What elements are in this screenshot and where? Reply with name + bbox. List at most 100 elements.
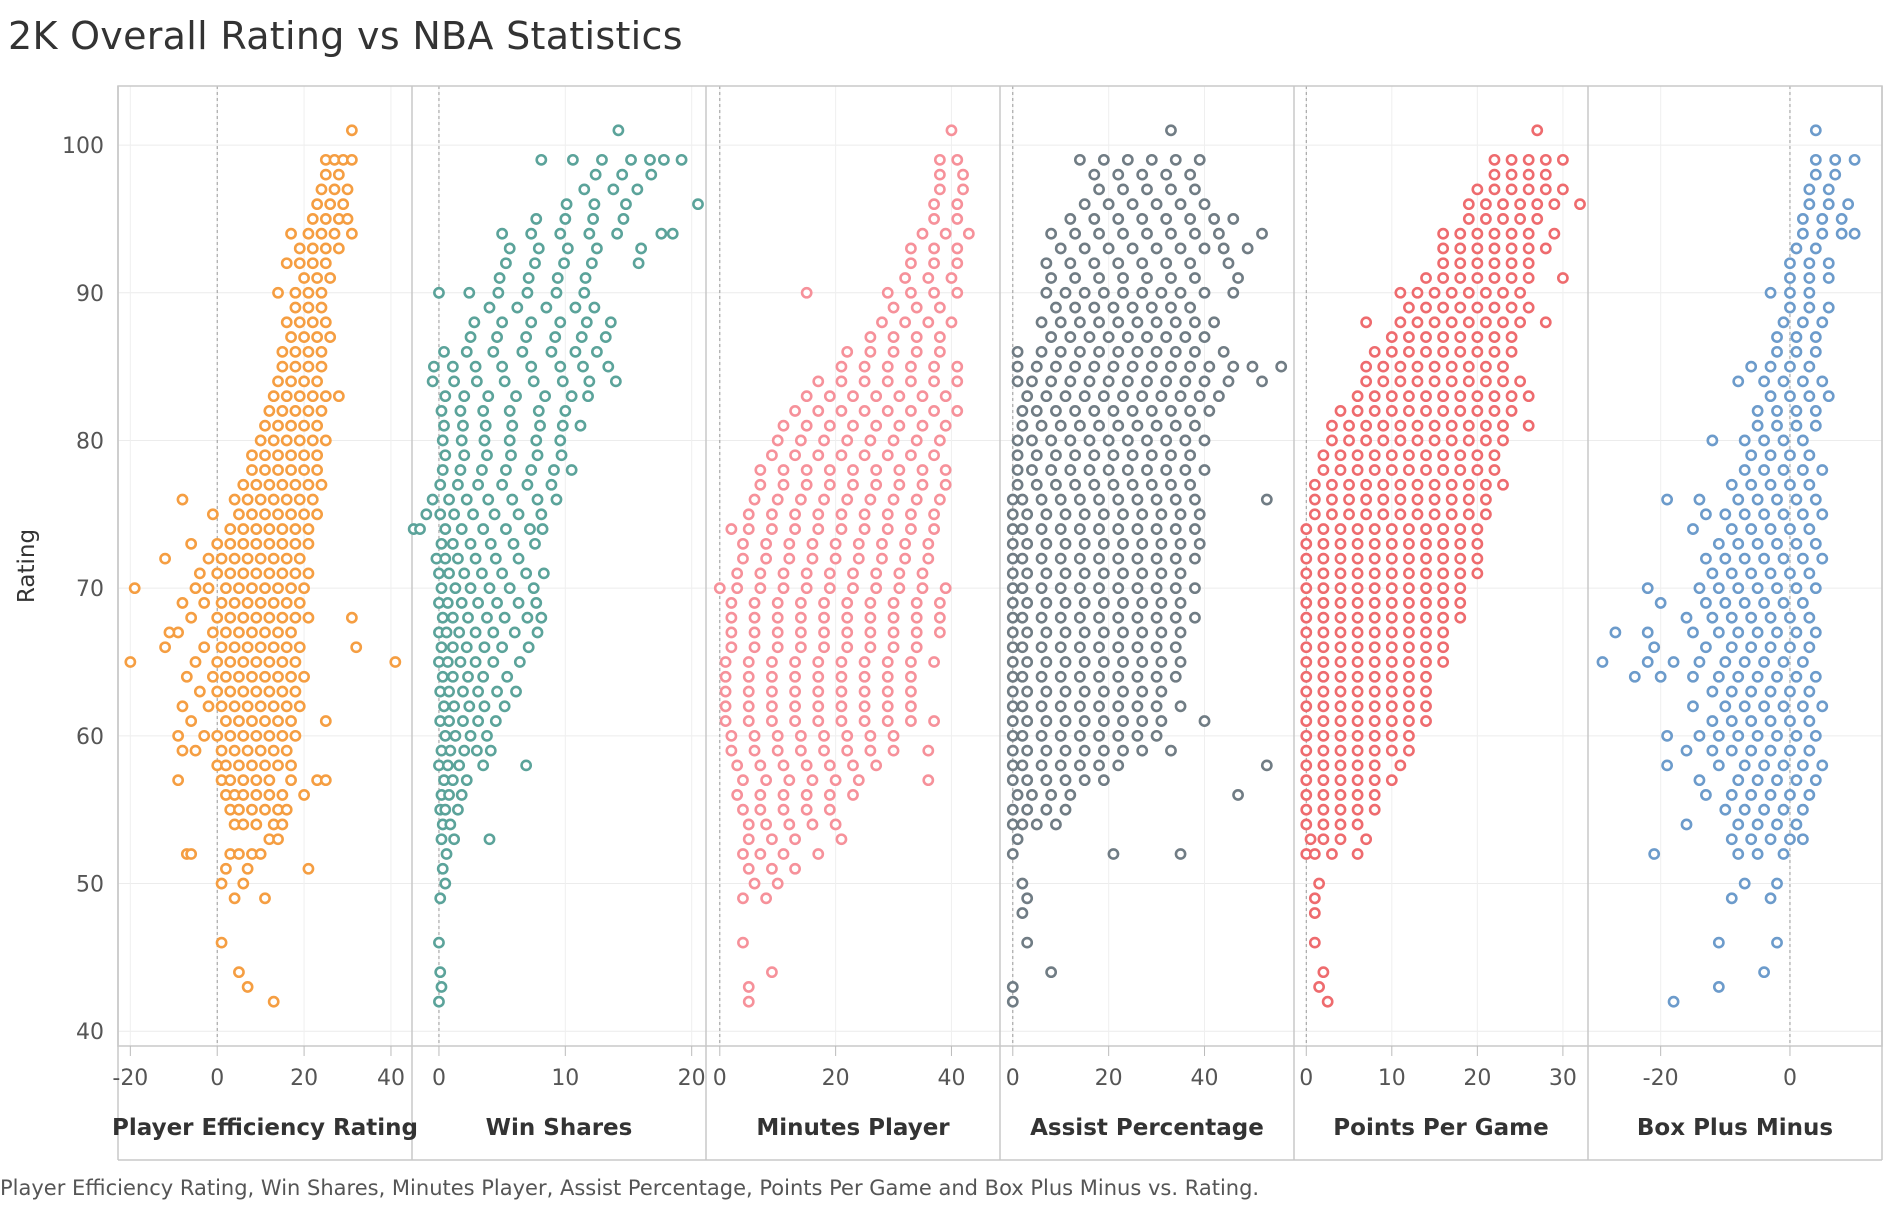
data-point bbox=[1377, 434, 1390, 447]
data-point bbox=[887, 434, 900, 447]
data-point bbox=[1693, 656, 1706, 668]
data-point bbox=[545, 478, 558, 491]
data-point bbox=[1514, 316, 1527, 329]
data-point bbox=[1107, 405, 1120, 417]
data-point bbox=[1016, 611, 1029, 624]
data-point bbox=[458, 567, 471, 580]
data-point bbox=[1368, 744, 1381, 757]
data-point bbox=[1021, 744, 1034, 757]
data-point bbox=[881, 508, 894, 521]
data-point bbox=[829, 552, 842, 565]
data-point bbox=[578, 286, 591, 299]
data-point bbox=[250, 729, 263, 742]
data-point bbox=[433, 995, 445, 1008]
data-point bbox=[881, 715, 894, 727]
data-point bbox=[1403, 597, 1415, 609]
x-tick-label: 20 bbox=[1463, 1066, 1491, 1091]
data-point bbox=[1093, 641, 1105, 654]
data-point bbox=[443, 685, 455, 698]
data-point bbox=[1514, 286, 1527, 299]
data-point bbox=[1097, 567, 1110, 580]
data-point bbox=[1313, 877, 1326, 890]
data-point bbox=[1505, 272, 1518, 284]
data-point bbox=[1758, 508, 1770, 521]
data-point bbox=[1809, 774, 1822, 787]
data-point bbox=[905, 286, 917, 299]
data-point bbox=[1777, 464, 1790, 476]
data-point bbox=[1069, 301, 1082, 314]
data-point bbox=[1745, 478, 1758, 491]
data-point bbox=[439, 803, 452, 816]
data-point bbox=[463, 700, 476, 713]
data-point bbox=[250, 685, 263, 698]
data-point bbox=[1796, 464, 1809, 476]
data-point bbox=[1784, 567, 1796, 580]
data-point bbox=[1368, 670, 1381, 683]
data-point bbox=[211, 656, 224, 668]
data-point bbox=[254, 848, 267, 860]
data-point bbox=[1102, 434, 1115, 447]
data-point bbox=[1334, 626, 1347, 639]
data-point bbox=[1574, 198, 1586, 211]
data-point bbox=[254, 434, 267, 447]
data-point bbox=[1556, 153, 1569, 166]
data-point bbox=[1189, 419, 1201, 432]
data-point bbox=[737, 892, 749, 905]
data-point bbox=[481, 449, 493, 462]
data-point bbox=[1790, 537, 1803, 550]
data-point bbox=[224, 656, 237, 668]
data-point bbox=[1326, 419, 1338, 432]
data-point bbox=[1189, 523, 1201, 535]
data-point bbox=[1462, 508, 1475, 521]
data-point bbox=[1317, 729, 1330, 742]
data-point bbox=[455, 434, 468, 447]
data-point bbox=[435, 537, 448, 550]
data-point bbox=[847, 419, 859, 432]
data-point bbox=[1016, 641, 1029, 654]
data-point bbox=[754, 759, 767, 772]
data-point bbox=[1093, 700, 1105, 713]
data-point bbox=[1150, 316, 1163, 329]
data-point bbox=[1732, 818, 1745, 831]
data-point bbox=[1803, 523, 1816, 535]
data-point bbox=[498, 611, 511, 624]
data-point bbox=[233, 759, 245, 772]
data-point bbox=[812, 656, 825, 668]
data-point bbox=[951, 405, 964, 417]
data-point bbox=[1121, 464, 1134, 476]
data-point bbox=[1136, 567, 1149, 580]
data-point bbox=[481, 729, 493, 742]
data-point bbox=[1751, 419, 1764, 432]
data-point bbox=[887, 611, 900, 624]
data-point bbox=[1006, 582, 1019, 595]
data-point bbox=[777, 789, 790, 801]
data-point bbox=[1809, 242, 1822, 255]
data-point bbox=[789, 523, 801, 535]
data-point bbox=[1136, 626, 1149, 639]
data-point bbox=[1189, 316, 1201, 329]
data-point bbox=[1758, 759, 1770, 772]
data-point bbox=[531, 626, 544, 639]
data-point bbox=[1505, 183, 1518, 196]
y-tick-label: 50 bbox=[76, 873, 104, 898]
data-point bbox=[434, 508, 447, 521]
series-box-plus-minus bbox=[1596, 124, 1861, 1008]
data-point bbox=[511, 301, 524, 314]
data-point bbox=[487, 345, 500, 358]
data-point bbox=[1437, 656, 1450, 668]
data-point bbox=[754, 567, 767, 580]
data-point bbox=[1497, 360, 1509, 373]
data-point bbox=[583, 227, 596, 240]
data-point bbox=[263, 729, 276, 742]
data-point bbox=[211, 611, 224, 624]
data-point bbox=[1222, 257, 1235, 270]
data-point bbox=[1488, 301, 1501, 314]
data-point bbox=[176, 700, 189, 713]
data-point bbox=[1021, 656, 1034, 668]
data-point bbox=[771, 877, 784, 890]
data-point bbox=[237, 537, 250, 550]
data-point bbox=[852, 552, 865, 565]
data-point bbox=[1317, 464, 1330, 476]
data-point bbox=[1462, 198, 1475, 211]
